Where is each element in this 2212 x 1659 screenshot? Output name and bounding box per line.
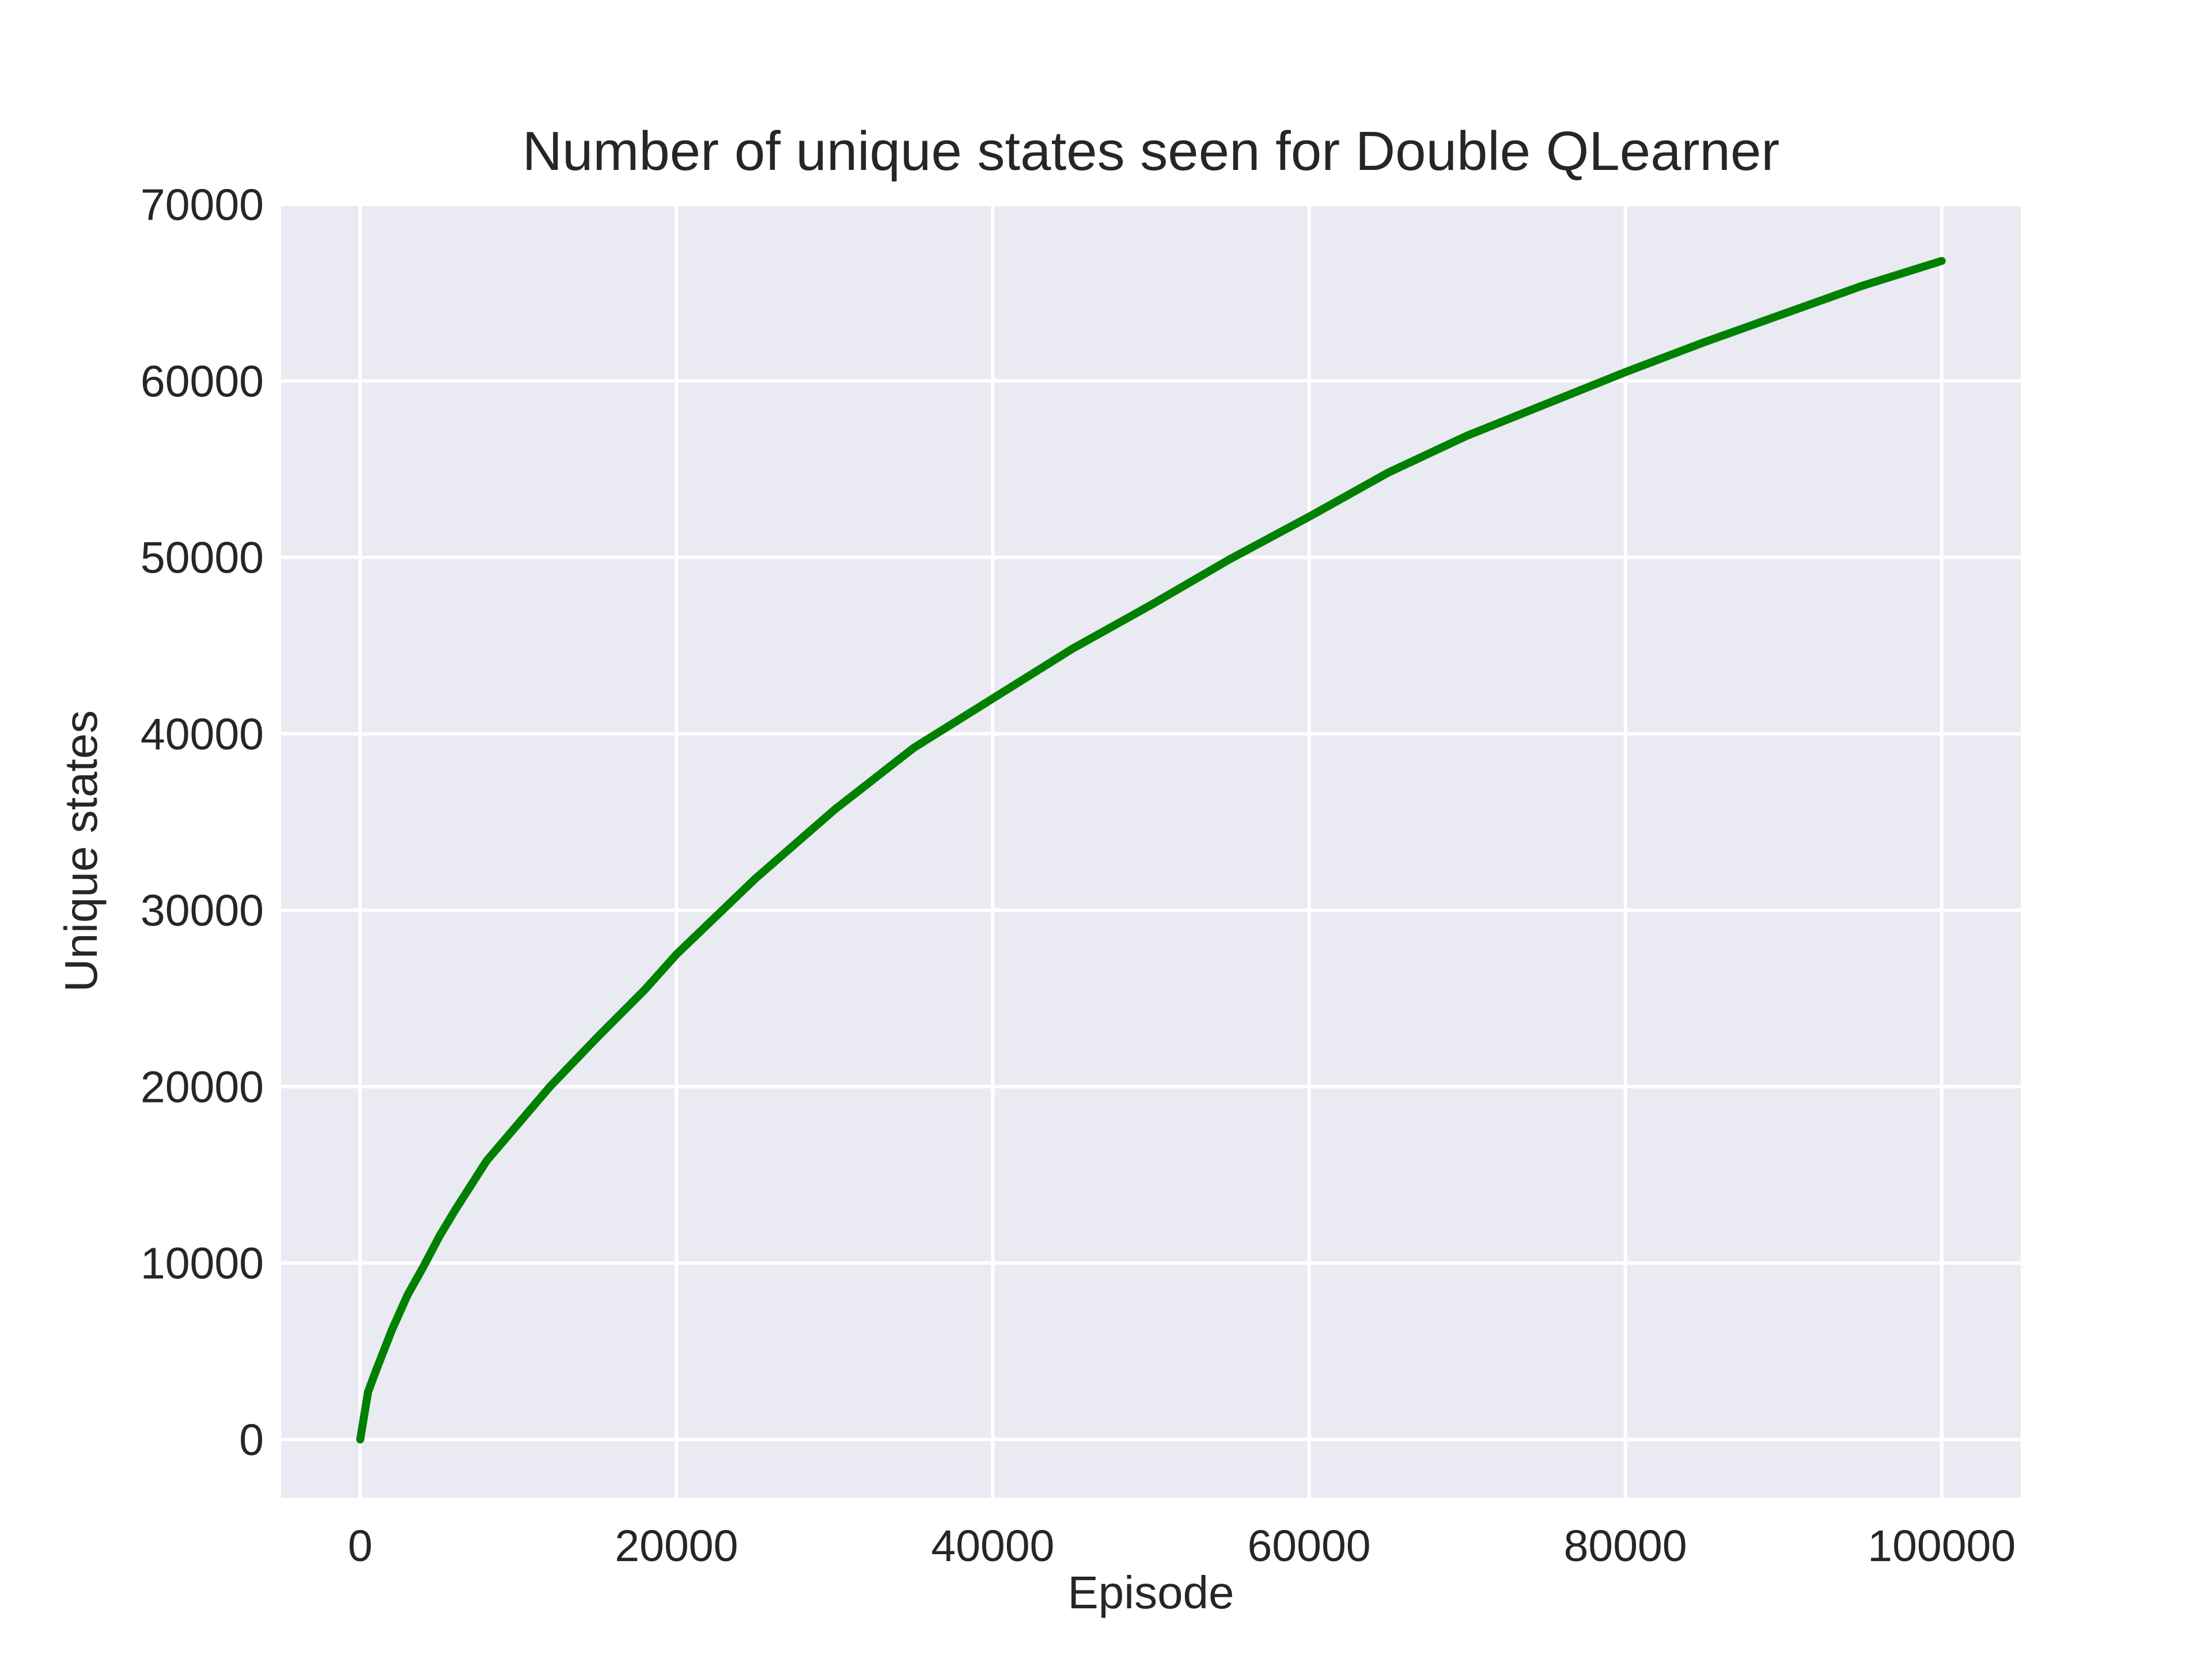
x-tick-label: 100000 bbox=[1868, 1521, 2016, 1571]
y-tick-labels: 0 10000 20000 30000 40000 50000 60000 70000 bbox=[141, 180, 264, 1465]
x-grid-lines bbox=[358, 204, 1944, 1498]
y-grid-lines bbox=[281, 203, 2021, 1441]
chart-title: Number of unique states seen for Double … bbox=[522, 120, 1780, 182]
y-tick-label: 20000 bbox=[141, 1062, 264, 1112]
plot-area-background bbox=[281, 204, 2021, 1498]
x-tick-label: 40000 bbox=[931, 1521, 1054, 1571]
x-tick-label: 80000 bbox=[1564, 1521, 1687, 1571]
x-tick-labels: 0 20000 40000 60000 80000 100000 bbox=[348, 1521, 2016, 1571]
y-tick-label: 70000 bbox=[141, 180, 264, 230]
y-tick-label: 0 bbox=[239, 1415, 264, 1465]
series-line bbox=[356, 257, 1946, 1444]
y-tick-label: 60000 bbox=[141, 357, 264, 406]
y-axis-label: Unique states bbox=[55, 710, 107, 992]
x-tick-label: 60000 bbox=[1247, 1521, 1370, 1571]
x-axis-label: Episode bbox=[1067, 1567, 1234, 1618]
y-tick-label: 40000 bbox=[141, 710, 264, 759]
y-tick-label: 50000 bbox=[141, 533, 264, 583]
x-tick-label: 0 bbox=[348, 1521, 373, 1571]
series-layer bbox=[356, 257, 1946, 1444]
y-tick-label: 10000 bbox=[141, 1239, 264, 1289]
y-tick-label: 30000 bbox=[141, 886, 264, 935]
x-tick-label: 20000 bbox=[615, 1521, 738, 1571]
